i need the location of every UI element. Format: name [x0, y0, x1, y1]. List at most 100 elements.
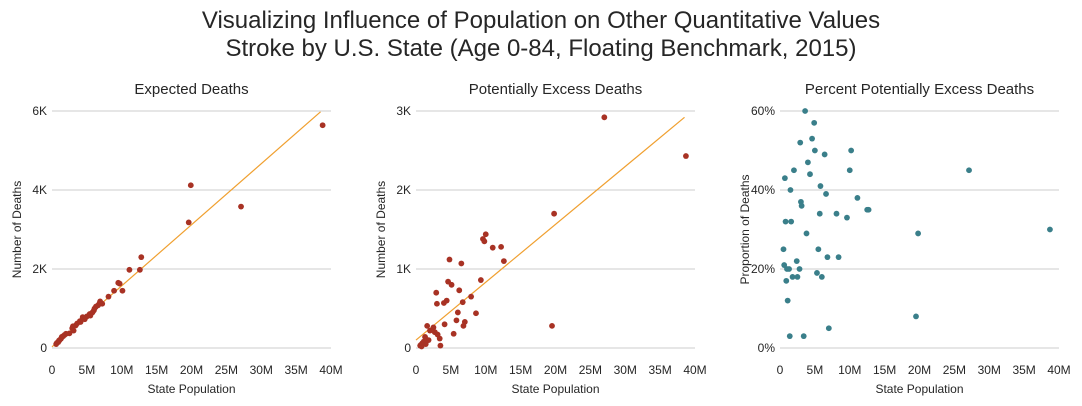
x-tick-label: 15M: [145, 363, 168, 377]
data-point: [425, 337, 432, 343]
data-point: [443, 297, 450, 304]
data-point: [441, 321, 448, 328]
data-point: [865, 206, 872, 213]
data-point: [794, 274, 801, 280]
y-tick-label: 20%: [751, 262, 775, 276]
data-point: [450, 330, 457, 337]
y-tick-label: 4K: [32, 183, 47, 197]
data-point: [454, 309, 461, 316]
data-point: [430, 324, 437, 331]
data-point: [809, 135, 815, 142]
data-point: [854, 195, 861, 201]
data-point: [437, 342, 444, 349]
data-point: [791, 167, 797, 174]
data-point: [481, 238, 488, 245]
data-point: [784, 297, 791, 304]
y-tick-label: 6K: [32, 104, 47, 118]
data-point: [817, 183, 824, 189]
data-point: [783, 277, 790, 284]
x-tick-label: 35M: [284, 363, 307, 377]
x-tick-label: 20M: [180, 363, 203, 377]
x-tick-label: 0: [413, 363, 420, 377]
y-axis-label: Number of Deaths: [10, 181, 24, 278]
data-point: [424, 322, 431, 329]
data-point: [844, 214, 850, 221]
data-point: [966, 167, 972, 174]
y-tick-label: 60%: [751, 104, 775, 118]
y-tick-label: 2K: [32, 262, 47, 276]
x-tick-label: 5M: [807, 363, 824, 377]
x-tick-label: 35M: [648, 363, 671, 377]
data-point: [802, 108, 809, 114]
figure-title-line-1: Visualizing Influence of Population on O…: [201, 7, 881, 34]
data-point: [70, 327, 77, 334]
x-tick-label: 30M: [614, 363, 637, 377]
y-tick-label: 0%: [758, 341, 776, 355]
data-point: [818, 274, 825, 280]
data-point: [780, 246, 787, 253]
chart-panel-3: Percent Potentially Excess Deaths 0% 20% 40…: [738, 81, 1071, 396]
data-point: [500, 258, 507, 264]
data-point: [461, 319, 468, 325]
x-tick-label: 10M: [110, 363, 133, 377]
chart-title: Expected Deaths: [134, 81, 248, 98]
chart-title: Percent Potentially Excess Deaths: [805, 81, 1034, 98]
data-point: [138, 254, 145, 261]
x-tick-label: 10M: [474, 363, 497, 377]
y-tick-label: 0: [40, 341, 47, 355]
data-point: [482, 231, 489, 238]
data-point: [800, 333, 807, 340]
data-point: [789, 274, 796, 280]
data-point: [781, 175, 788, 182]
data-point: [848, 147, 855, 154]
data-point: [811, 119, 818, 126]
x-tick-label: 25M: [579, 363, 602, 377]
data-point: [126, 266, 133, 273]
data-point: [77, 319, 84, 325]
x-tick-label: 0: [777, 363, 784, 377]
y-tick-label: 1K: [396, 262, 411, 276]
x-tick-label: 40M: [683, 363, 706, 377]
data-point: [825, 325, 832, 332]
data-point: [549, 322, 555, 329]
data-point: [683, 153, 689, 159]
x-tick-label: 0: [49, 363, 56, 377]
trend-line: [415, 116, 685, 341]
x-tick-label: 25M: [215, 363, 238, 377]
data-point: [793, 258, 800, 264]
data-point: [136, 266, 143, 273]
data-point: [811, 147, 818, 154]
data-point: [846, 167, 853, 174]
data-point: [601, 114, 608, 121]
data-point: [821, 151, 828, 158]
data-point: [823, 191, 829, 197]
data-point: [105, 293, 112, 300]
data-point: [456, 287, 463, 294]
data-point: [551, 210, 558, 217]
data-point: [238, 203, 244, 210]
x-tick-label: 30M: [978, 363, 1001, 377]
x-axis-label: State Population: [147, 382, 235, 396]
x-tick-label: 10M: [838, 363, 861, 377]
y-tick-label: 3K: [396, 104, 411, 118]
data-point: [1047, 226, 1053, 233]
data-point: [814, 270, 820, 276]
y-tick-label: 2K: [396, 183, 411, 197]
data-point: [787, 187, 794, 193]
data-point: [459, 299, 466, 306]
data-point: [788, 218, 795, 225]
x-tick-label: 5M: [79, 363, 96, 377]
data-point: [185, 219, 192, 226]
x-tick-label: 30M: [250, 363, 273, 377]
data-point: [805, 159, 811, 166]
data-point: [796, 266, 803, 272]
data-point: [798, 202, 805, 209]
x-tick-label: 15M: [509, 363, 532, 377]
data-point: [468, 293, 475, 300]
data-point: [436, 335, 443, 342]
x-tick-label: 40M: [1047, 363, 1070, 377]
x-tick-label: 15M: [873, 363, 896, 377]
data-point: [816, 210, 823, 217]
data-point: [477, 277, 484, 283]
